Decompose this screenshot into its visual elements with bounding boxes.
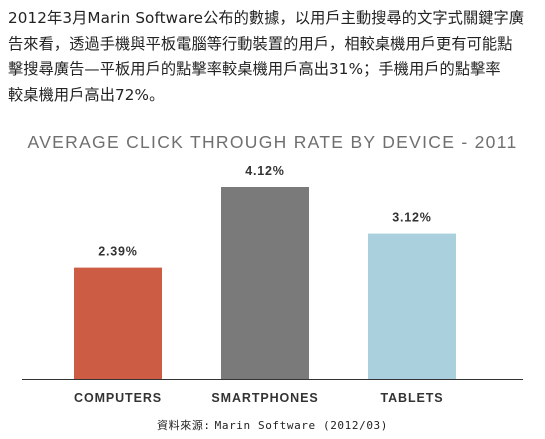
category-label: COMPUTERS (74, 391, 162, 405)
category-label: TABLETS (380, 391, 443, 405)
source-note: 資料來源: Marin Software (2012/03) (0, 417, 545, 433)
bar-tablets (368, 233, 456, 379)
value-label: 3.12% (392, 211, 431, 225)
paragraph-line: 告來看，透過手機與平板電腦等行動裝置的用戶，相較桌機用戶更有可能點 (8, 34, 513, 53)
paragraph-line: 較桌機用戶高出72%。 (8, 85, 165, 104)
bar-computers (74, 267, 162, 379)
source-label: 資料來源: (157, 419, 211, 432)
bar-smartphones (221, 187, 309, 379)
paragraph-line: 擊搜尋廣告—平板用戶的點擊率較桌機用戶高出31%；手機用戶的點擊率 (8, 60, 501, 78)
paragraph-line: 2012年3月Marin Software公布的數據，以用戶主動搜尋的文字式關鍵… (8, 9, 525, 27)
category-label: SMARTPHONES (211, 391, 318, 405)
intro-paragraph: 2012年3月Marin Software公布的數據，以用戶主動搜尋的文字式關鍵… (8, 6, 540, 108)
value-label: 2.39% (98, 245, 137, 259)
value-label: 4.12% (245, 164, 284, 178)
source-text: Marin Software (2012/03) (214, 419, 388, 432)
chart-title: AVERAGE CLICK THROUGH RATE BY DEVICE - 2… (27, 132, 518, 152)
